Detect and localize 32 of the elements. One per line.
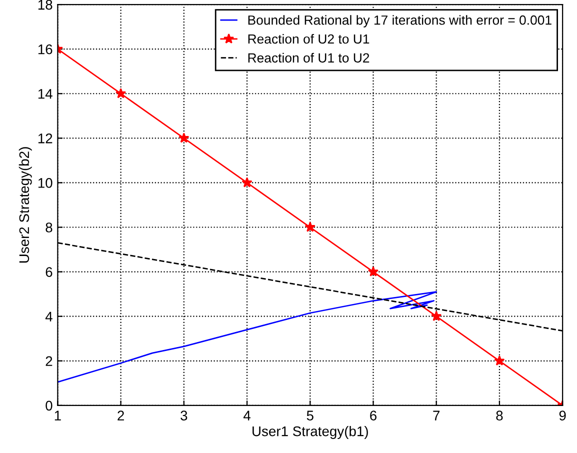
point (242, 177, 252, 188)
y-tick-label: 12 (38, 134, 52, 144)
x-tick-label: 7 (433, 410, 440, 420)
y-tick-label: 6 (46, 267, 52, 277)
point (431, 310, 442, 321)
y-tick-label: 16 (38, 44, 52, 54)
x-axis-title: User1 Strategy(b1) (252, 426, 368, 439)
legend-label: Reaction of U1 to U2 (248, 52, 370, 63)
y-axis-title: User2 Strategy(b2) (18, 147, 32, 263)
legend-label: Reaction of U2 to U1 (248, 34, 370, 44)
y-tick-label: 14 (38, 89, 52, 99)
x-tick-label: 9 (559, 410, 566, 420)
line-series (58, 291, 438, 383)
point (304, 222, 316, 232)
y-tick-label: 2 (46, 356, 52, 366)
y-tick-label: 10 (38, 178, 52, 188)
y-tick-label: 18 (38, 0, 52, 10)
point (115, 88, 126, 98)
x-tick-label: 1 (54, 410, 61, 420)
legend-label: Bounded Rational by 17 iterations with error = 0.001 (248, 15, 552, 28)
y-tick-label: 4 (45, 312, 52, 322)
x-tick-label: 2 (118, 410, 124, 420)
x-tick-label: 3 (180, 410, 188, 420)
x-tick-label: 5 (306, 410, 314, 420)
x-tick-label: 8 (496, 410, 503, 420)
x-tick-label: 6 (370, 410, 376, 420)
point (178, 132, 190, 143)
point (494, 355, 505, 366)
y-tick-label: 0 (46, 400, 52, 411)
point (368, 266, 379, 276)
x-tick-label: 4 (243, 410, 250, 420)
y-tick-label: 8 (46, 222, 52, 232)
